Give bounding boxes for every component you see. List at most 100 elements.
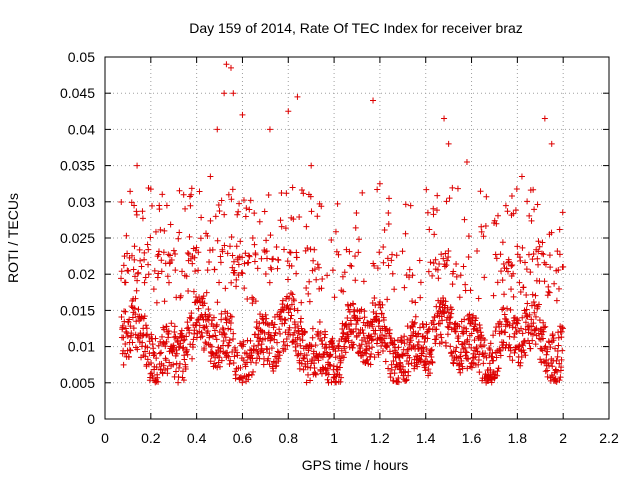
data-point: [175, 235, 182, 242]
data-point: [458, 357, 465, 364]
data-point: [255, 331, 262, 338]
data-point: [493, 255, 500, 262]
data-point: [466, 341, 473, 348]
x-tick-label: 1.6: [462, 430, 482, 446]
data-point: [466, 311, 473, 318]
data-point: [235, 208, 242, 215]
data-point: [142, 322, 149, 329]
data-point: [438, 339, 445, 346]
data-point: [167, 221, 174, 228]
data-point: [131, 202, 138, 209]
data-point: [119, 322, 126, 329]
data-point: [517, 257, 524, 264]
data-point: [297, 336, 304, 343]
data-point: [129, 314, 136, 321]
data-point: [430, 211, 437, 218]
data-point: [441, 310, 448, 317]
data-point: [433, 207, 440, 214]
data-point: [502, 329, 509, 336]
data-point: [309, 325, 316, 332]
data-point: [180, 344, 187, 351]
data-point: [176, 229, 183, 236]
data-point: [203, 289, 210, 296]
data-point: [171, 329, 178, 336]
data-point: [556, 360, 563, 367]
data-point: [275, 349, 282, 356]
data-point: [251, 258, 258, 265]
data-point: [446, 314, 453, 321]
data-point: [171, 334, 178, 341]
data-point: [239, 254, 246, 261]
data-point: [301, 328, 308, 335]
data-point: [420, 348, 427, 355]
data-point: [378, 336, 385, 343]
data-point: [390, 358, 397, 365]
data-point: [508, 192, 515, 199]
data-point: [528, 323, 535, 330]
data-point: [435, 275, 442, 282]
data-point: [368, 337, 375, 344]
data-point: [361, 314, 368, 321]
data-point: [318, 203, 325, 210]
data-point: [170, 247, 177, 254]
data-point: [309, 334, 316, 341]
data-point: [186, 329, 193, 336]
data-point: [141, 256, 148, 263]
data-point: [390, 350, 397, 357]
data-point: [274, 265, 281, 272]
data-point: [457, 272, 464, 279]
data-point: [155, 248, 162, 255]
data-point: [500, 260, 507, 267]
data-point: [539, 335, 546, 342]
y-tick-label: 0.025: [60, 230, 95, 246]
data-point: [380, 259, 387, 266]
data-point: [522, 352, 529, 359]
data-point: [127, 347, 134, 354]
data-point: [282, 346, 289, 353]
data-point: [234, 352, 241, 359]
data-point: [350, 301, 357, 308]
data-point: [423, 329, 430, 336]
data-point: [465, 254, 472, 261]
data-point: [145, 246, 152, 253]
data-point: [384, 342, 391, 349]
data-point: [229, 252, 236, 259]
data-point: [385, 209, 392, 216]
data-point: [285, 309, 292, 316]
data-point: [361, 308, 368, 315]
data-point: [389, 270, 396, 277]
data-point: [362, 338, 369, 345]
data-point: [260, 361, 267, 368]
data-point: [229, 348, 236, 355]
data-point: [318, 285, 325, 292]
data-point: [133, 318, 140, 325]
data-point: [375, 351, 382, 358]
data-point: [318, 337, 325, 344]
data-point: [433, 332, 440, 339]
data-point: [518, 173, 525, 180]
data-point: [152, 228, 159, 235]
data-point: [148, 370, 155, 377]
data-point: [280, 338, 287, 345]
data-point: [554, 368, 561, 375]
data-point: [380, 316, 387, 323]
data-point: [243, 350, 250, 357]
data-point: [235, 261, 242, 268]
data-point: [410, 323, 417, 330]
data-point: [183, 346, 190, 353]
plot-frame: [104, 56, 610, 420]
data-point: [188, 314, 195, 321]
y-tick-label: 0.005: [60, 375, 95, 391]
data-point: [234, 211, 241, 218]
data-point: [530, 298, 537, 305]
data-point: [508, 263, 515, 270]
data-point: [463, 158, 470, 165]
data-point: [124, 267, 131, 274]
data-point: [474, 247, 481, 254]
data-point: [487, 367, 494, 374]
data-point: [349, 344, 356, 351]
data-point: [314, 261, 321, 268]
data-point: [546, 289, 553, 296]
data-point: [150, 286, 157, 293]
